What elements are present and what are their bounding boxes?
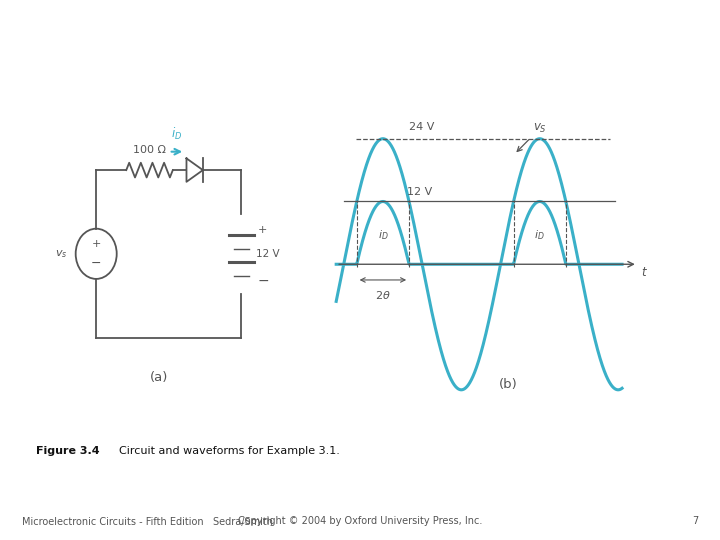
Text: −: − (91, 258, 102, 271)
Text: Microelectronic Circuits - Fifth Edition   Sedra/Smith: Microelectronic Circuits - Fifth Edition… (22, 516, 273, 526)
Text: $t$: $t$ (642, 266, 649, 279)
Text: 7: 7 (692, 516, 698, 526)
Text: Copyright © 2004 by Oxford University Press, Inc.: Copyright © 2004 by Oxford University Pr… (238, 516, 482, 526)
Text: −: − (258, 274, 269, 288)
Text: Figure 3.4: Figure 3.4 (36, 446, 99, 456)
Text: 12 V: 12 V (408, 187, 433, 197)
Text: $i_D$: $i_D$ (377, 228, 388, 242)
Text: $v_s$: $v_s$ (55, 248, 68, 260)
Text: $i_D$: $i_D$ (171, 125, 182, 141)
Text: +: + (91, 239, 101, 249)
Text: +: + (258, 225, 267, 235)
Text: 24 V: 24 V (410, 123, 435, 132)
Text: 12 V: 12 V (256, 249, 280, 259)
Text: 100 Ω: 100 Ω (133, 145, 166, 155)
Text: $2\theta$: $2\theta$ (375, 289, 391, 301)
Text: (a): (a) (150, 371, 168, 384)
Text: $i_D$: $i_D$ (534, 228, 545, 242)
Text: (b): (b) (499, 378, 518, 391)
Text: $v_S$: $v_S$ (517, 122, 547, 151)
Text: Circuit and waveforms for Example 3.1.: Circuit and waveforms for Example 3.1. (112, 446, 339, 456)
